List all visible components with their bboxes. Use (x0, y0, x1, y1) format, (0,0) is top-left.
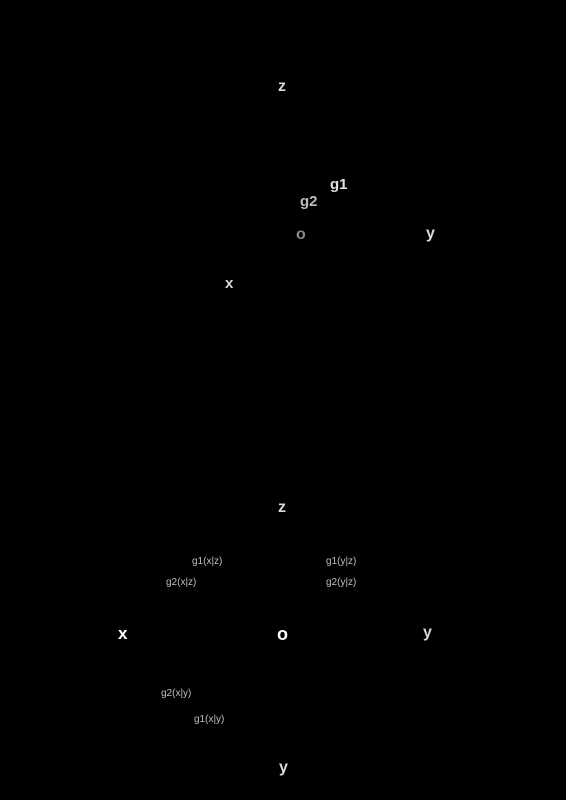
label-bot-g2-xz: g2(x|z) (166, 577, 196, 588)
label-top-g2: g2 (300, 193, 318, 210)
label-bot-y-right: y (423, 624, 432, 642)
label-bot-z: z (278, 499, 286, 517)
label-bot-g1-xz: g1(x|z) (192, 556, 222, 567)
label-bot-g2-xy: g2(x|y) (161, 688, 191, 699)
label-bot-x: x (118, 624, 127, 644)
label-bot-g1-xy: g1(x|y) (194, 714, 224, 725)
label-bot-g1-yz: g1(y|z) (326, 556, 356, 567)
label-top-g1: g1 (330, 176, 348, 193)
label-bot-o: o (277, 624, 288, 645)
label-top-x: x (225, 275, 233, 292)
label-top-z: z (278, 78, 286, 96)
label-bot-g2-yz: g2(y|z) (326, 577, 356, 588)
label-top-o: o (296, 226, 306, 244)
label-bot-y-bottom: y (279, 759, 288, 777)
label-top-y: y (426, 225, 435, 243)
